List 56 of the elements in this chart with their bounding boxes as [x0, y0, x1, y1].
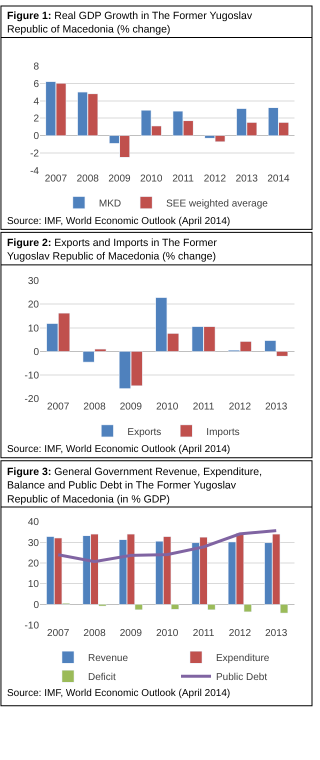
- legend-label: Public Debt: [216, 672, 268, 684]
- legend-label: Deficit: [88, 672, 116, 684]
- legend-label: SEE weighted average: [166, 198, 268, 210]
- y-tick-label: 10: [28, 579, 40, 590]
- x-tick-label: 2012: [228, 402, 252, 413]
- chart-title: Figure 2: Exports and Imports in The Former Yugoslav Republic of Macedonia (% change): [7, 237, 218, 263]
- y-tick-label: 30: [28, 538, 40, 549]
- x-tick-label: 2007: [47, 628, 70, 640]
- x-tick-label: 2009: [108, 173, 132, 184]
- y-tick-label: 30: [28, 276, 40, 288]
- legend-label: MKD: [98, 198, 122, 210]
- x-tick-label: 2010: [156, 402, 179, 413]
- x-tick-label: 2013: [236, 173, 258, 184]
- y-tick-label: 0: [33, 131, 40, 142]
- y-tick-label: -4: [30, 166, 40, 177]
- x-tick-label: 2011: [172, 173, 194, 184]
- legend-label: Revenue: [88, 653, 128, 664]
- chart-title: Figure 1: Real GDP Growth in The Former Yugoslav Republic of Macedonia (% change): [7, 10, 253, 36]
- chart-title: Figure 3: General Government Revenue, Expenditure, Balance and Public Debt in The Former Yugoslav Republic of Macedonia (in % GDP): [7, 466, 262, 506]
- x-tick-label: 2009: [120, 402, 142, 413]
- x-tick-label: 2011: [192, 402, 215, 413]
- y-tick-label: 20: [28, 300, 40, 311]
- y-tick-label: 40: [28, 517, 40, 528]
- legend-label: Expenditure: [216, 653, 270, 664]
- x-tick-label: 2013: [265, 628, 288, 640]
- x-tick-label: 2012: [228, 628, 252, 640]
- y-tick-label: -10: [24, 620, 40, 632]
- y-tick-label: -20: [24, 394, 40, 406]
- x-tick-label: 2012: [204, 173, 226, 184]
- x-tick-label: 2008: [83, 628, 106, 640]
- x-tick-label: 2008: [76, 173, 100, 184]
- x-tick-label: 2010: [140, 173, 163, 184]
- y-tick-label: 8: [33, 62, 40, 73]
- x-tick-label: 2007: [47, 402, 70, 413]
- y-tick-label: 20: [28, 558, 40, 570]
- y-tick-label: 10: [28, 323, 40, 334]
- x-tick-label: 2013: [265, 402, 288, 413]
- x-tick-label: 2014: [267, 173, 290, 184]
- y-tick-label: 0: [33, 346, 40, 358]
- y-tick-label: 6: [33, 78, 40, 90]
- y-tick-label: -2: [30, 148, 40, 160]
- legend-label: Imports: [206, 426, 240, 438]
- source-note: Source: IMF, World Economic Outlook (April 2014): [7, 688, 230, 699]
- x-tick-label: 2011: [192, 628, 215, 640]
- source-note: Source: IMF, World Economic Outlook (April 2014): [7, 444, 230, 455]
- source-note: Source: IMF, World Economic Outlook (April 2014): [7, 216, 230, 227]
- y-tick-label: -10: [24, 370, 40, 382]
- y-tick-label: 0: [33, 600, 40, 611]
- legend-label: Exports: [127, 426, 162, 438]
- y-tick-label: 2: [33, 114, 40, 125]
- x-tick-label: 2010: [156, 628, 179, 640]
- x-tick-label: 2007: [44, 173, 68, 184]
- x-tick-label: 2008: [83, 402, 106, 413]
- y-tick-label: 4: [33, 96, 40, 108]
- line-series: [56, 529, 278, 564]
- x-tick-label: 2009: [120, 628, 142, 640]
